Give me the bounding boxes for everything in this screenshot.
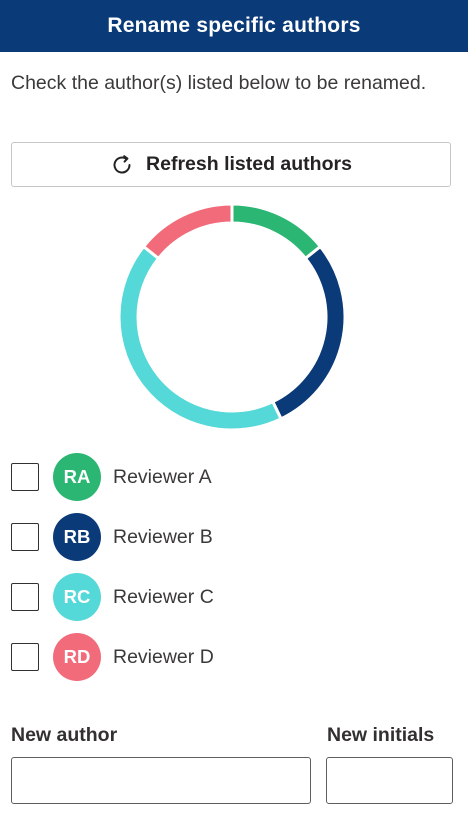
refresh-authors-label: Refresh listed authors [146, 153, 352, 175]
header-bar: Rename specific authors [0, 0, 468, 52]
avatar-reviewer-b: RB [53, 513, 101, 561]
author-name-reviewer-a: Reviewer A [113, 465, 212, 488]
new-initials-input[interactable] [326, 757, 453, 804]
author-row-reviewer-c: RC Reviewer C [11, 572, 214, 622]
new-author-label: New author [11, 724, 118, 746]
author-checkbox-reviewer-a[interactable] [11, 463, 39, 491]
author-name-reviewer-b: Reviewer B [113, 525, 213, 548]
new-initials-label: New initials [327, 724, 435, 746]
author-name-reviewer-c: Reviewer C [113, 585, 214, 608]
author-checkbox-reviewer-d[interactable] [11, 643, 39, 671]
instructions-text: Check the author(s) listed below to be r… [11, 72, 427, 94]
refresh-authors-button[interactable]: Refresh listed authors [11, 142, 451, 187]
author-row-reviewer-d: RD Reviewer D [11, 632, 214, 682]
author-checkbox-reviewer-c[interactable] [11, 583, 39, 611]
donut-slice-reviewer-c [118, 244, 284, 431]
author-name-reviewer-d: Reviewer D [113, 645, 214, 668]
avatar-reviewer-d: RD [53, 633, 101, 681]
new-author-input[interactable] [11, 757, 311, 804]
donut-slice-reviewer-b [270, 244, 346, 421]
donut-slice-reviewer-d [141, 203, 234, 261]
author-checkbox-reviewer-b[interactable] [11, 523, 39, 551]
refresh-icon [110, 153, 134, 177]
author-row-reviewer-b: RB Reviewer B [11, 512, 213, 562]
avatar-reviewer-c: RC [53, 573, 101, 621]
author-donut-chart [118, 203, 346, 431]
page-title: Rename specific authors [107, 14, 361, 37]
avatar-reviewer-a: RA [53, 453, 101, 501]
donut-slice-reviewer-a [230, 203, 323, 261]
author-row-reviewer-a: RA Reviewer A [11, 452, 212, 502]
